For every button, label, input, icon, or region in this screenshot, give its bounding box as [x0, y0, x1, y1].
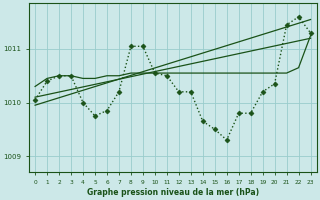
X-axis label: Graphe pression niveau de la mer (hPa): Graphe pression niveau de la mer (hPa)	[87, 188, 259, 197]
